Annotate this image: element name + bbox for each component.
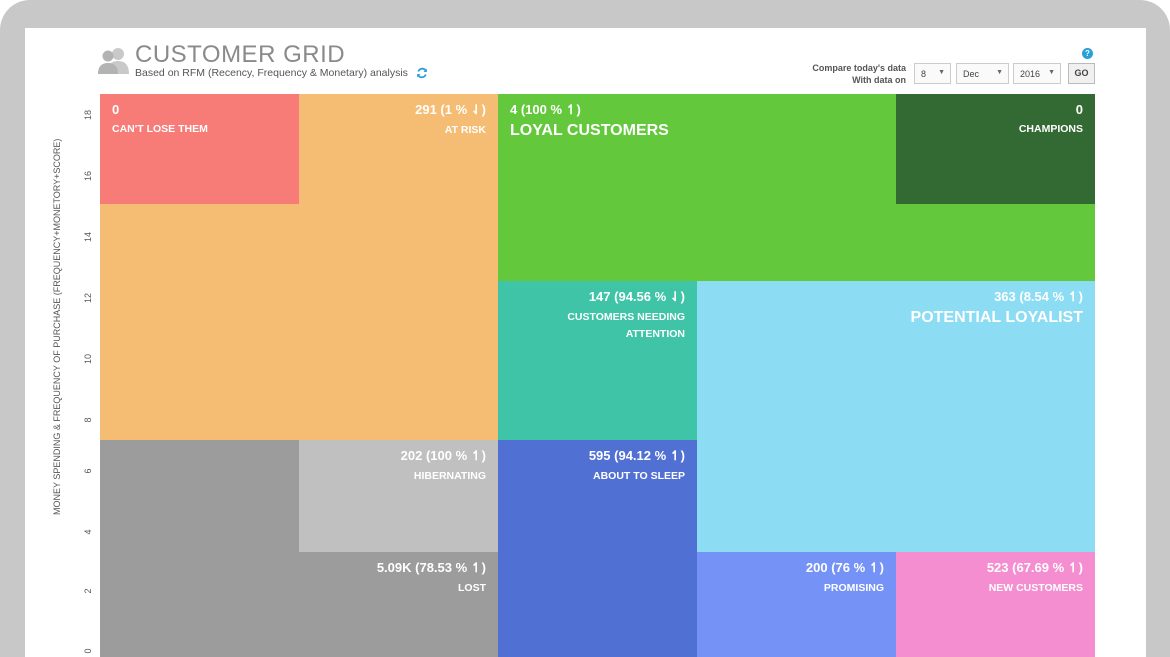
year-select[interactable]: 2016 ▼	[1013, 63, 1061, 84]
segment-label: CAN'T LOSE THEM	[112, 123, 208, 135]
chevron-down-icon: ▼	[938, 69, 945, 76]
go-button[interactable]: GO	[1068, 63, 1095, 84]
segment-count: 4 (100 % ↿)	[510, 102, 581, 117]
segment-count: 291 (1 % ⇃)	[415, 102, 486, 117]
y-tick: 0	[83, 648, 93, 654]
segment-loyal-customers[interactable]: 4 (100 % ↿) LOYAL CUSTOMERS	[498, 94, 896, 204]
segment-count: 202 (100 % ↿)	[400, 448, 486, 463]
segment-at-risk[interactable]: 291 (1 % ⇃) AT RISK	[299, 94, 498, 204]
segment-label: LOST	[458, 582, 486, 594]
segment-label: NEW CUSTOMERS	[988, 582, 1083, 594]
help-icon[interactable]: ?	[1082, 48, 1093, 59]
segment-new-customers[interactable]: 523 (67.69 % ↿) NEW CUSTOMERS	[896, 552, 1095, 657]
segment-hibernating[interactable]: 202 (100 % ↿) HIBERNATING	[299, 440, 498, 552]
segment-count: 0	[1075, 102, 1083, 117]
segment-count: 523 (67.69 % ↿)	[986, 560, 1083, 575]
segment-label: LOYAL CUSTOMERS	[510, 122, 669, 139]
day-value: 8	[921, 69, 927, 79]
segment-lost[interactable]: 5.09K (78.53 % ↿) LOST	[299, 552, 498, 657]
segment-label: POTENTIAL LOYALIST	[910, 309, 1083, 326]
segment-label: CUSTOMERS NEEDING ATTENTION	[567, 311, 685, 340]
users-icon	[98, 48, 129, 74]
segment-count: 147 (94.56 % ⇃)	[588, 289, 685, 304]
year-value: 2016	[1020, 69, 1041, 79]
segment-count: 0	[112, 102, 120, 117]
y-tick: 4	[83, 529, 93, 535]
y-tick: 2	[83, 588, 93, 594]
y-tick: 18	[83, 110, 93, 121]
segment-count: 200 (76 % ↿)	[805, 560, 884, 575]
y-tick: 8	[83, 417, 93, 423]
chevron-down-icon: ▼	[1048, 69, 1055, 76]
compare-label-line2: With data on	[852, 75, 906, 85]
segment-label: CHAMPIONS	[1018, 123, 1083, 135]
segment-champions[interactable]: 0 CHAMPIONS	[896, 94, 1095, 204]
y-tick: 10	[83, 354, 93, 365]
y-tick: 6	[83, 468, 93, 474]
subtitle-text: Based on RFM (Recency, Frequency & Monet…	[135, 67, 408, 79]
segment-lost-area[interactable]	[100, 440, 299, 657]
refresh-icon[interactable]	[416, 67, 428, 79]
segment-promising[interactable]: 200 (76 % ↿) PROMISING	[697, 552, 896, 657]
segment-count: 595 (94.12 % ↿)	[588, 448, 685, 463]
y-tick: 16	[83, 171, 93, 182]
segment-label: ABOUT TO SLEEP	[593, 470, 685, 482]
month-select[interactable]: Dec ▼	[956, 63, 1009, 84]
y-tick: 12	[83, 293, 93, 304]
page-title: CUSTOMER GRID	[135, 41, 346, 68]
y-tick: 14	[83, 232, 93, 243]
day-select[interactable]: 8 ▼	[914, 63, 951, 84]
segment-count: 5.09K (78.53 % ↿)	[376, 560, 486, 575]
segment-cant-lose-them[interactable]: 0 CAN'T LOSE THEM	[100, 94, 299, 204]
segment-loyal-customers-area[interactable]	[498, 204, 1095, 281]
page-subtitle: Based on RFM (Recency, Frequency & Monet…	[135, 67, 428, 79]
chevron-down-icon: ▼	[996, 69, 1003, 76]
y-axis-title: MONEY SPENDING & FREQUENCY OF PURCHASE (…	[52, 138, 62, 515]
segment-count: 363 (8.54 % ↿)	[994, 289, 1083, 304]
segment-label: HIBERNATING	[413, 470, 486, 482]
segment-about-to-sleep[interactable]: 595 (94.12 % ↿) ABOUT TO SLEEP	[498, 440, 697, 657]
segment-customers-needing-attention[interactable]: 147 (94.56 % ⇃) CUSTOMERS NEEDING ATTENT…	[498, 281, 697, 440]
month-value: Dec	[963, 69, 980, 79]
screen: CUSTOMER GRID Based on RFM (Recency, Fre…	[25, 28, 1146, 657]
compare-label: Compare today's data With data on	[785, 62, 906, 86]
segment-at-risk-area[interactable]	[100, 204, 498, 440]
segment-label: PROMISING	[823, 582, 884, 594]
segment-potential-loyalist[interactable]: 363 (8.54 % ↿) POTENTIAL LOYALIST	[697, 281, 1095, 552]
segment-label: AT RISK	[444, 124, 486, 136]
compare-label-line1: Compare today's data	[812, 63, 906, 73]
